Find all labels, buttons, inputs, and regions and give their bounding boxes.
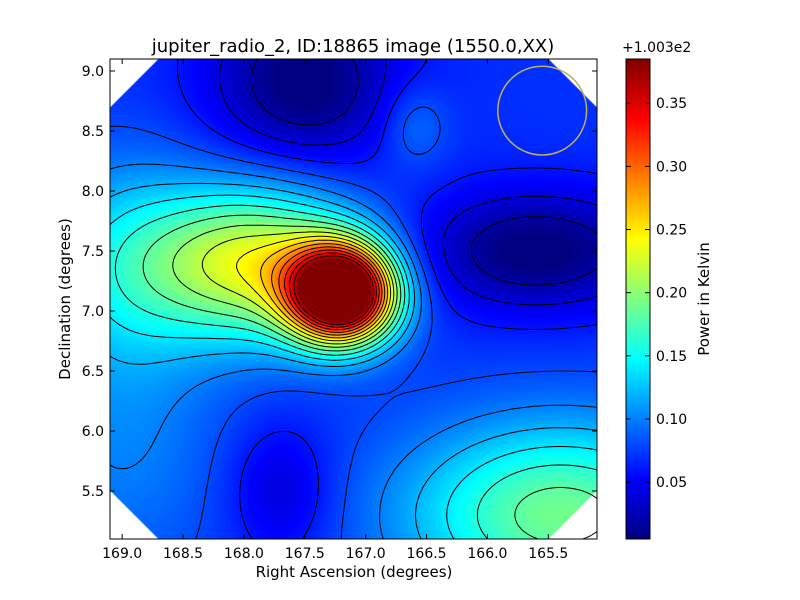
contour-line xyxy=(142,214,597,539)
contour-line xyxy=(110,163,597,539)
plot-area xyxy=(110,59,597,539)
y-tick-label: 6.5 xyxy=(82,364,104,380)
contour-lines xyxy=(110,59,597,539)
y-tick-label: 8.5 xyxy=(82,124,104,140)
plot-frame xyxy=(109,58,598,540)
contour-line xyxy=(271,243,386,336)
y-axis-ticks: 5.5 6.0 6.5 7.0 7.5 8.0 8.5 9.0 xyxy=(82,64,597,500)
contour-line xyxy=(236,235,392,342)
heatmap-image xyxy=(110,59,597,539)
colorbar-tick-label: 0.15 xyxy=(656,349,687,365)
contour-line xyxy=(110,106,597,539)
colorbar-tick-label: 0.05 xyxy=(656,475,687,491)
y-tick-label: 5.5 xyxy=(82,484,104,500)
colorbar-tick-label: 0.30 xyxy=(656,159,687,175)
contour-line xyxy=(293,255,375,326)
x-tick-label: 166.5 xyxy=(407,546,447,562)
colorbar-tick-label: 0.20 xyxy=(656,286,687,302)
y-tick-label: 7.0 xyxy=(82,304,104,320)
contour-line xyxy=(114,204,597,539)
contour-line xyxy=(201,231,395,345)
y-tick-label: 8.0 xyxy=(82,184,104,200)
colorbar-ticks: 0.05 0.10 0.15 0.20 0.25 0.30 0.35 xyxy=(626,96,687,491)
y-axis-label: Declination (degrees) xyxy=(56,218,74,380)
contour-line xyxy=(177,59,597,539)
contour-line xyxy=(278,246,383,333)
colorbar-offset-text: +1.003e2 xyxy=(622,40,691,56)
y-tick-label: 9.0 xyxy=(82,64,104,80)
colorbar-tick-label: 0.35 xyxy=(656,96,687,112)
colorbar-tick-label: 0.10 xyxy=(656,412,687,428)
chart-title: jupiter_radio_2, ID:18865 image (1550.0,… xyxy=(151,36,555,57)
y-tick-label: 7.5 xyxy=(82,244,104,260)
x-tick-label: 168.5 xyxy=(163,546,203,562)
contour-line xyxy=(260,239,389,339)
contour-line xyxy=(110,194,597,539)
x-tick-label: 165.5 xyxy=(528,546,568,562)
x-tick-label: 167.0 xyxy=(346,546,386,562)
x-tick-label: 168.0 xyxy=(224,546,264,562)
x-tick-label: 169.0 xyxy=(102,546,142,562)
colorbar-frame xyxy=(625,58,651,540)
x-axis-label: Right Ascension (degrees) xyxy=(256,563,453,581)
colorbar-label: Power in Kelvin xyxy=(695,242,713,356)
contour-line xyxy=(110,182,597,539)
x-tick-label: 166.0 xyxy=(467,546,507,562)
colorbar-gradient xyxy=(626,59,650,539)
contour-line xyxy=(284,249,380,331)
contour-line xyxy=(172,224,398,348)
x-tick-label: 167.5 xyxy=(285,546,325,562)
y-tick-label: 6.0 xyxy=(82,424,104,440)
beam-circle xyxy=(497,65,588,156)
contour-line xyxy=(219,59,597,306)
contour-line xyxy=(289,252,377,328)
x-axis-ticks: 169.0 168.5 168.0 167.5 167.0 166.5 166.0 165.5 xyxy=(102,59,568,562)
contour-line xyxy=(250,59,597,286)
colorbar-tick-label: 0.25 xyxy=(656,223,687,239)
